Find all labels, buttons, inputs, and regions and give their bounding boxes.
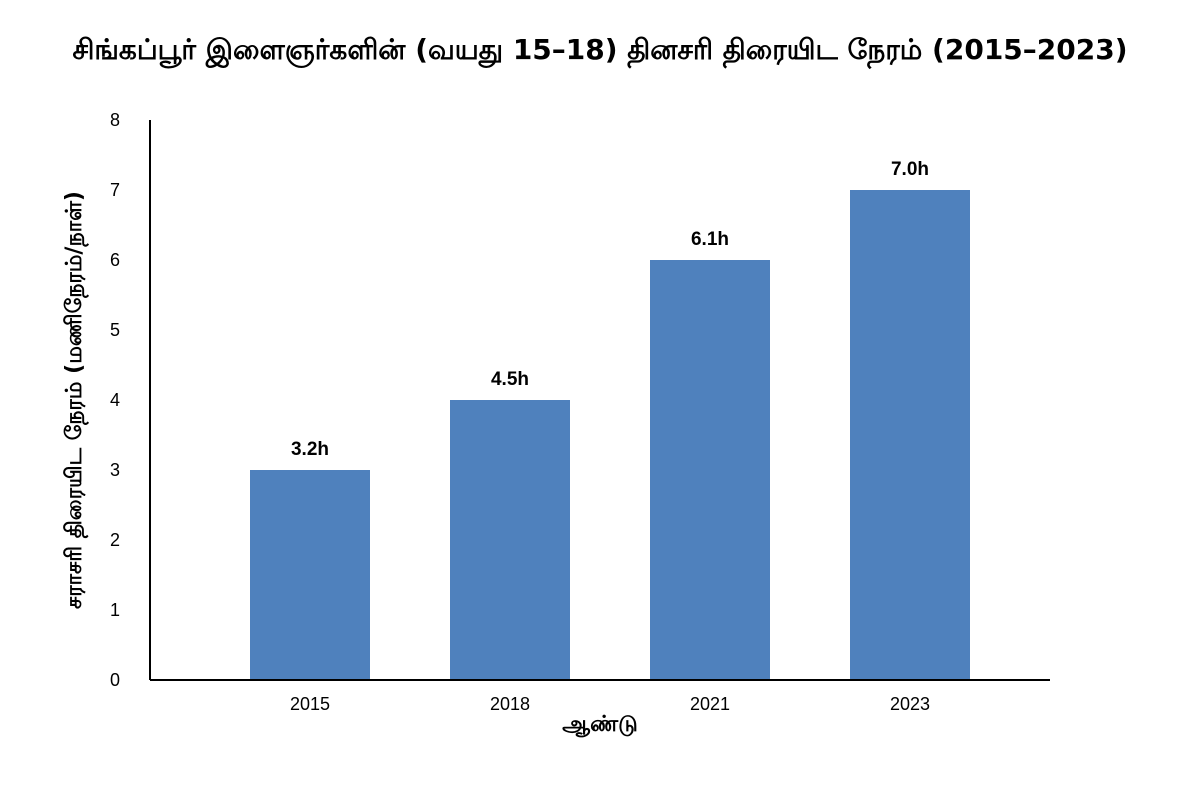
bar-2018	[450, 400, 570, 680]
x-axis-ticks: 2015 2018 2021 2023	[290, 694, 930, 714]
x-tick-label-2018: 2018	[490, 694, 530, 714]
y-axis-title: சராசரி திரையிட நேரம் (மணிநேரம்/நாள்)	[62, 191, 89, 609]
y-tick-label-2: 2	[110, 530, 120, 550]
chart-title: சிங்கப்பூர் இளைஞர்களின் (வயது 15–18) தின…	[72, 33, 1128, 66]
y-tick-label-4: 4	[110, 390, 120, 410]
bar-2023	[850, 190, 970, 680]
data-labels-layer: 3.2h 4.5h 6.1h 7.0h	[291, 159, 929, 460]
data-label-2015: 3.2h	[291, 439, 329, 460]
x-tick-label-2021: 2021	[690, 694, 730, 714]
y-axis-ticks: 0 1 2 3 4 5 6 7 8	[110, 110, 120, 690]
y-tick-label-5: 5	[110, 320, 120, 340]
y-tick-label-0: 0	[110, 670, 120, 690]
data-label-2023: 7.0h	[891, 159, 929, 180]
y-tick-label-8: 8	[110, 110, 120, 130]
y-tick-label-3: 3	[110, 460, 120, 480]
data-label-2021: 6.1h	[691, 229, 729, 250]
bar-2021	[650, 260, 770, 680]
y-tick-label-7: 7	[110, 180, 120, 200]
x-tick-label-2015: 2015	[290, 694, 330, 714]
bar-2015	[250, 470, 370, 680]
x-axis-title: ஆண்டு	[562, 712, 637, 738]
y-tick-label-1: 1	[110, 600, 120, 620]
x-tick-label-2023: 2023	[890, 694, 930, 714]
bars-layer	[250, 190, 970, 680]
data-label-2018: 4.5h	[491, 369, 529, 390]
y-tick-label-6: 6	[110, 250, 120, 270]
